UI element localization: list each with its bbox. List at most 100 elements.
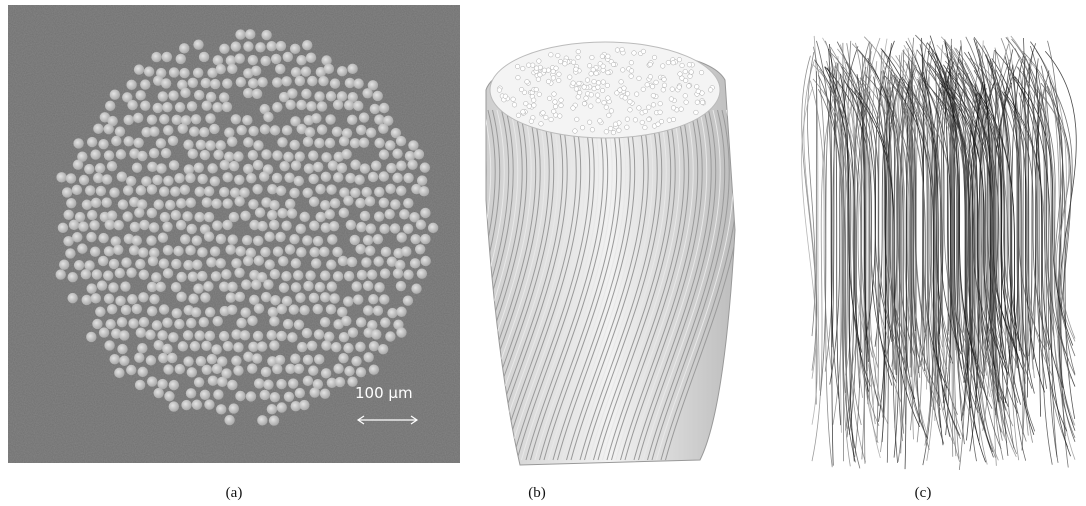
fiber	[201, 78, 211, 88]
fiber	[159, 114, 169, 124]
fiber-end	[629, 69, 634, 74]
fiber	[302, 328, 312, 338]
fiber	[151, 272, 161, 282]
fiber	[294, 364, 304, 374]
fiber	[145, 330, 155, 340]
fiber	[127, 100, 137, 110]
fiber	[333, 271, 343, 281]
fiber-end	[622, 86, 627, 91]
fiber	[317, 124, 327, 134]
scale-bar-label: 100 µm	[355, 384, 413, 402]
fiber	[222, 102, 232, 112]
fiber	[160, 212, 170, 222]
fiber	[361, 187, 371, 197]
fiber-end	[611, 130, 616, 135]
fiber	[115, 126, 125, 136]
fiber	[222, 172, 232, 182]
fiber	[399, 209, 409, 219]
fiber	[156, 163, 166, 173]
fiber	[202, 365, 212, 375]
fiber	[178, 123, 188, 133]
fiber	[205, 140, 215, 150]
fiber	[419, 186, 429, 196]
fiber	[304, 163, 314, 173]
fiber-end	[556, 78, 561, 83]
fiber	[287, 208, 297, 218]
fiber	[105, 220, 115, 230]
fiber	[202, 197, 212, 207]
fiber	[347, 115, 357, 125]
fiber-end	[515, 64, 520, 69]
fiber	[290, 44, 300, 54]
fiber	[299, 400, 309, 410]
fiber	[243, 164, 253, 174]
fiber-end	[584, 96, 589, 101]
fiber	[227, 380, 237, 390]
fiber	[363, 281, 373, 291]
fiber	[297, 342, 307, 352]
fiber	[329, 221, 339, 231]
fiber	[58, 223, 68, 233]
fiber	[118, 199, 128, 209]
fiber	[338, 353, 348, 363]
fiber	[169, 401, 179, 411]
fiber	[85, 185, 95, 195]
fiber-end	[643, 125, 648, 130]
fiber	[285, 199, 295, 209]
fiber	[138, 247, 148, 257]
fiber	[137, 343, 147, 353]
fiber-end	[539, 121, 544, 126]
fiber-end	[574, 117, 579, 122]
fiber-end	[640, 120, 645, 125]
fiber	[216, 234, 226, 244]
fiber	[374, 114, 384, 124]
fiber-end	[689, 70, 694, 75]
fiber-end	[637, 76, 642, 81]
fiber	[132, 304, 142, 314]
fiber	[253, 160, 263, 170]
fiber	[207, 354, 217, 364]
fiber	[253, 140, 263, 150]
fiber-end	[511, 97, 516, 102]
fiber-end	[623, 96, 628, 101]
fiber	[314, 138, 324, 148]
fiber	[152, 175, 162, 185]
fiber	[147, 115, 157, 125]
fiber	[243, 137, 253, 147]
fiber	[243, 41, 253, 51]
fiber	[157, 330, 167, 340]
fiber	[108, 282, 118, 292]
fiber	[128, 318, 138, 328]
fiber	[119, 330, 129, 340]
fiber	[235, 246, 245, 256]
fiber	[156, 138, 166, 148]
fiber	[213, 150, 223, 160]
fiber	[373, 306, 383, 316]
fiber	[315, 184, 325, 194]
fiber	[350, 188, 360, 198]
fiber	[199, 52, 209, 62]
fiber	[190, 341, 200, 351]
fiber	[403, 198, 413, 208]
fiber	[387, 308, 397, 318]
fiber-end	[601, 80, 606, 85]
fiber-end	[651, 103, 656, 108]
fiber	[309, 247, 319, 257]
fiber	[227, 282, 237, 292]
fiber	[260, 247, 270, 257]
fiber	[343, 195, 353, 205]
fiber-end	[643, 109, 648, 114]
fiber	[196, 356, 206, 366]
fiber	[327, 234, 337, 244]
fiber	[374, 187, 384, 197]
fiber	[234, 175, 244, 185]
fiber-end	[680, 63, 685, 68]
fiber	[276, 41, 286, 51]
fiber	[350, 138, 360, 148]
fiber-end	[652, 55, 657, 60]
fiber	[285, 100, 295, 110]
fiber-end	[516, 75, 521, 80]
fiber	[114, 220, 124, 230]
fiber	[210, 176, 220, 186]
fiber	[410, 234, 420, 244]
